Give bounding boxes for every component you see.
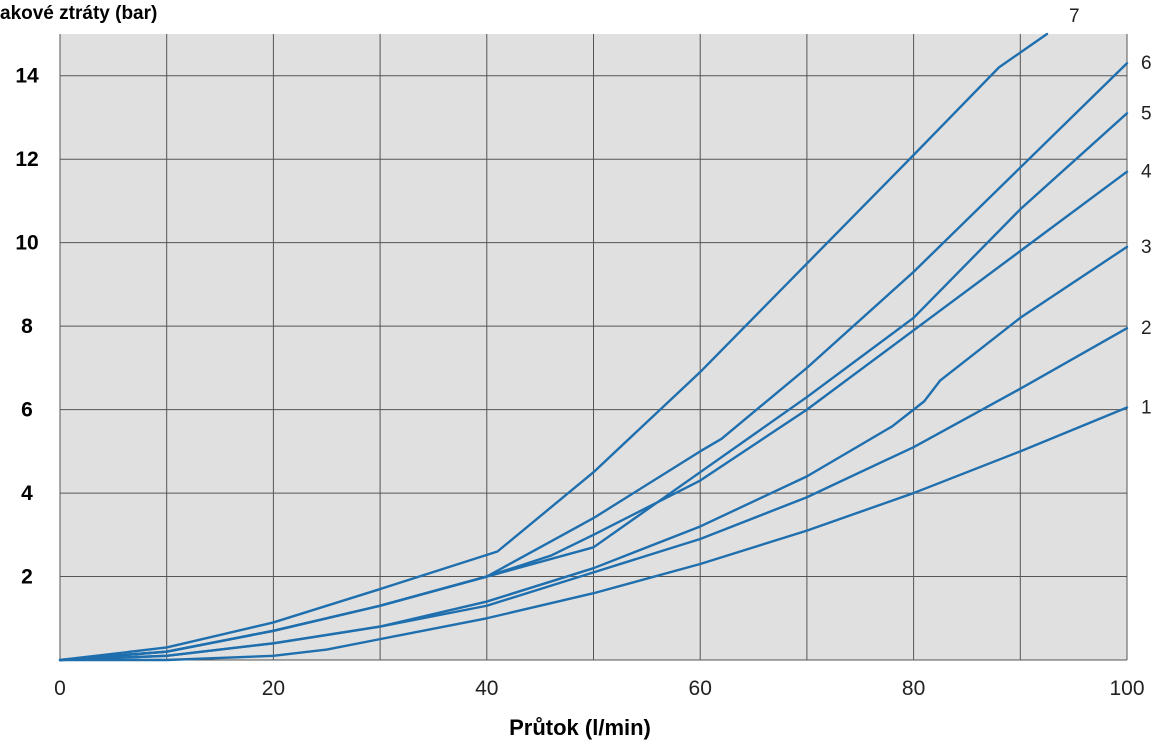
x-tick-label: 0: [54, 677, 66, 700]
series-line-6: [58, 62, 1129, 662]
series-line-3: [58, 245, 1129, 662]
y-tick-label: 8: [21, 315, 33, 338]
curves: [58, 32, 1129, 662]
y-tick-label: 12: [15, 148, 38, 171]
series-line-7: [58, 32, 1049, 662]
curve-label-3: 3: [1141, 237, 1152, 258]
curve-label-1: 1: [1141, 398, 1152, 419]
x-tick-label: 20: [262, 677, 285, 700]
grid: [59, 34, 1128, 661]
y-tick-label: 10: [15, 232, 38, 255]
y-tick-label: 14: [15, 65, 39, 88]
x-tick-label: 100: [1109, 677, 1144, 700]
x-axis-label: Průtok (l/min): [509, 715, 651, 740]
x-tick-label: 60: [689, 677, 712, 700]
y-tick-label: 2: [21, 566, 33, 589]
y-axis-label: akové ztráty (bar): [0, 3, 157, 24]
x-tick-label: 80: [902, 677, 925, 700]
series-line-1: [58, 406, 1129, 662]
curve-label-6: 6: [1141, 53, 1152, 74]
curve-labels: 1 2 3 4 5 6 7: [1069, 6, 1152, 419]
curve-label-7: 7: [1069, 6, 1080, 27]
y-tick-label: 4: [21, 482, 33, 505]
y-tick-labels: 2 4 6 8 10 12 14: [15, 65, 39, 589]
curve-label-5: 5: [1141, 103, 1152, 124]
curve-label-4: 4: [1141, 162, 1152, 183]
x-tick-labels: 0 20 40 60 80 100: [54, 677, 1144, 700]
y-tick-label: 6: [21, 399, 33, 422]
x-tick-label: 40: [475, 677, 498, 700]
curve-label-2: 2: [1141, 318, 1152, 339]
